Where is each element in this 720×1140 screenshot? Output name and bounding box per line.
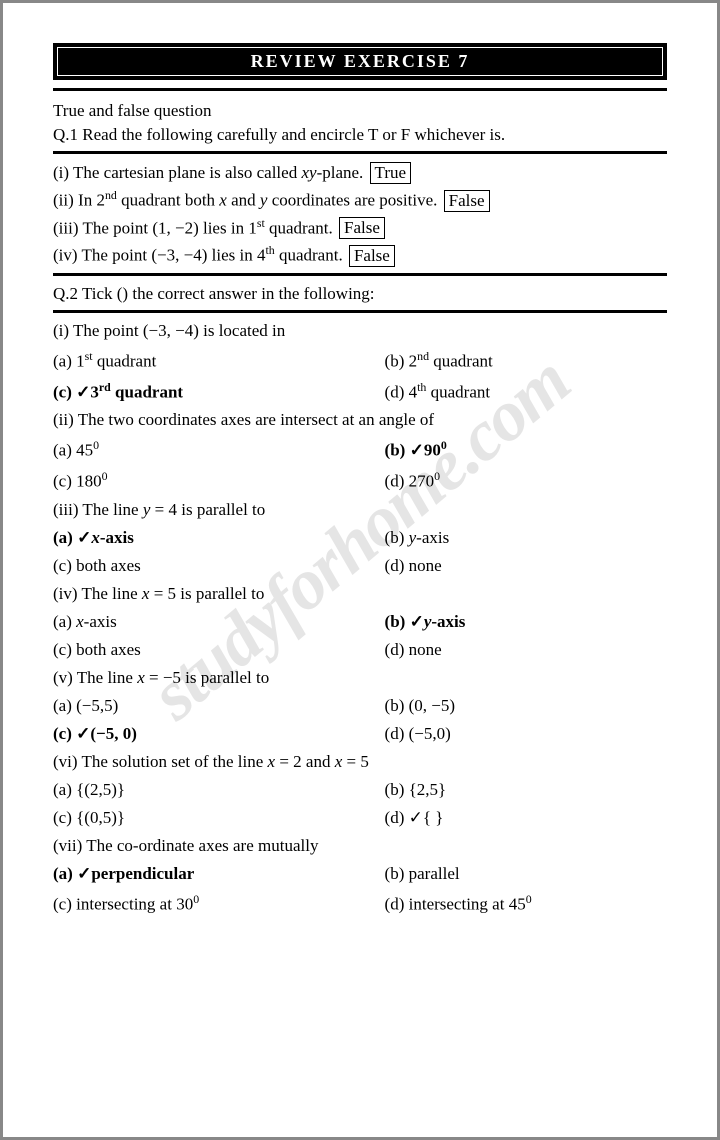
mcq-q4-d: (d) none bbox=[385, 640, 667, 660]
mcq-q1-a: (a) 1st quadrant bbox=[53, 349, 385, 372]
mcq-q6-a: (a) {(2,5)} bbox=[53, 780, 385, 800]
tf-answer-1: True bbox=[370, 162, 412, 184]
mcq-instruction: Q.2 Tick () the correct answer in the fo… bbox=[53, 284, 667, 304]
mcq-q4-c: (c) both axes bbox=[53, 640, 385, 660]
tf-heading: True and false question bbox=[53, 101, 667, 121]
mcq-q5-d: (d) (−5,0) bbox=[385, 724, 667, 744]
mcq-q3-b: (b) y-axis bbox=[385, 528, 667, 548]
mcq-q3-d: (d) none bbox=[385, 556, 667, 576]
mcq-q5-a: (a) (−5,5) bbox=[53, 696, 385, 716]
mcq-q5-c: (c) ✓(−5, 0) bbox=[53, 724, 385, 744]
mcq-q4-a: (a) x-axis bbox=[53, 612, 385, 632]
mcq-q7-b: (b) parallel bbox=[385, 864, 667, 884]
mcq-q3: (iii) The line y = 4 is parallel to bbox=[53, 500, 667, 520]
mcq-q3-a: (a) ✓x-axis bbox=[53, 528, 385, 548]
tf-item-2: (ii) In 2nd quadrant both x and y coordi… bbox=[53, 188, 667, 212]
mcq-q6-d: (d) ✓{ } bbox=[385, 808, 667, 828]
rule-2 bbox=[53, 151, 667, 154]
mcq-q7-d: (d) intersecting at 450 bbox=[385, 892, 667, 915]
rule-3 bbox=[53, 273, 667, 276]
rule-4 bbox=[53, 310, 667, 313]
mcq-q2-a: (a) 450 bbox=[53, 438, 385, 461]
tf-item-4: (iv) The point (−3, −4) lies in 4th quad… bbox=[53, 243, 667, 267]
rule-1 bbox=[53, 88, 667, 91]
tf-answer-2: False bbox=[444, 190, 490, 212]
mcq-q1-d: (d) 4th quadrant bbox=[385, 380, 667, 403]
tf-answer-4: False bbox=[349, 245, 395, 267]
tf-item-3: (iii) The point (1, −2) lies in 1st quad… bbox=[53, 216, 667, 240]
mcq-q2: (ii) The two coordinates axes are inters… bbox=[53, 410, 667, 430]
mcq-q3-c: (c) both axes bbox=[53, 556, 385, 576]
mcq-q1: (i) The point (−3, −4) is located in bbox=[53, 321, 667, 341]
mcq-q6: (vi) The solution set of the line x = 2 … bbox=[53, 752, 667, 772]
mcq-q6-b: (b) {2,5} bbox=[385, 780, 667, 800]
mcq-q2-d: (d) 2700 bbox=[385, 469, 667, 492]
mcq-q7-c: (c) intersecting at 300 bbox=[53, 892, 385, 915]
mcq-q5-b: (b) (0, −5) bbox=[385, 696, 667, 716]
tf-instruction: Q.1 Read the following carefully and enc… bbox=[53, 125, 667, 145]
tf-answer-3: False bbox=[339, 217, 385, 239]
mcq-q2-b: (b) ✓900 bbox=[385, 438, 667, 461]
mcq-q7-a: (a) ✓perpendicular bbox=[53, 864, 385, 884]
mcq-q1-c: (c) ✓3rd quadrant bbox=[53, 380, 385, 403]
mcq-q4: (iv) The line x = 5 is parallel to bbox=[53, 584, 667, 604]
title-bar: REVIEW EXERCISE 7 bbox=[53, 43, 667, 80]
mcq-q6-c: (c) {(0,5)} bbox=[53, 808, 385, 828]
mcq-q1-b: (b) 2nd quadrant bbox=[385, 349, 667, 372]
mcq-q4-b: (b) ✓y-axis bbox=[385, 612, 667, 632]
mcq-q5: (v) The line x = −5 is parallel to bbox=[53, 668, 667, 688]
mcq-q7: (vii) The co-ordinate axes are mutually bbox=[53, 836, 667, 856]
mcq-q2-c: (c) 1800 bbox=[53, 469, 385, 492]
tf-item-1: (i) The cartesian plane is also called x… bbox=[53, 162, 667, 184]
